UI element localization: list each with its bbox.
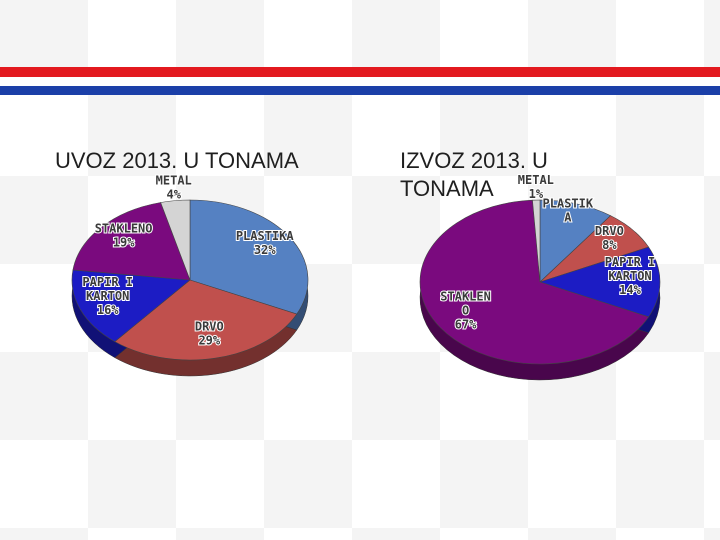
chart-title: UVOZ 2013. U TONAMA bbox=[55, 148, 299, 173]
slice bbox=[539, 199, 612, 283]
slice-label: METAL bbox=[518, 173, 554, 187]
slice bbox=[419, 199, 650, 365]
slice-value: 32% bbox=[254, 243, 276, 257]
slice bbox=[532, 199, 541, 283]
slice-label: STAKLENO bbox=[95, 221, 153, 235]
slice bbox=[189, 199, 309, 315]
slice-value: 19% bbox=[113, 235, 135, 249]
stripe-white bbox=[0, 77, 720, 86]
slice-label: DRVO bbox=[195, 320, 224, 334]
slice bbox=[72, 202, 191, 281]
slice bbox=[71, 269, 191, 343]
slice-value: 14% bbox=[619, 283, 641, 297]
slice bbox=[160, 199, 191, 281]
slice-value: 16% bbox=[97, 303, 119, 317]
chart-title: IZVOZ 2013. U TONAMA bbox=[400, 148, 548, 201]
stripe-red bbox=[0, 67, 720, 77]
slice-value: 4% bbox=[167, 188, 182, 202]
slice-value: 1% bbox=[529, 187, 544, 201]
slice-label: METAL bbox=[156, 174, 192, 188]
slice-value: 67% bbox=[455, 318, 477, 332]
stripe-blue bbox=[0, 86, 720, 95]
charts: UVOZ 2013. U TONAMAPLASTIKA32%DRVO29%PAP… bbox=[55, 148, 661, 381]
slice-label: PAPIR I KARTON bbox=[82, 275, 133, 303]
slice-value: 29% bbox=[198, 334, 220, 348]
slice bbox=[114, 279, 298, 361]
slice bbox=[539, 246, 661, 318]
slice-label: PLASTIKA bbox=[236, 229, 295, 243]
slice-label: PAPIR I KARTON bbox=[605, 255, 656, 283]
slice-label: DRVO bbox=[595, 224, 624, 238]
slice-value: 8% bbox=[602, 238, 617, 252]
